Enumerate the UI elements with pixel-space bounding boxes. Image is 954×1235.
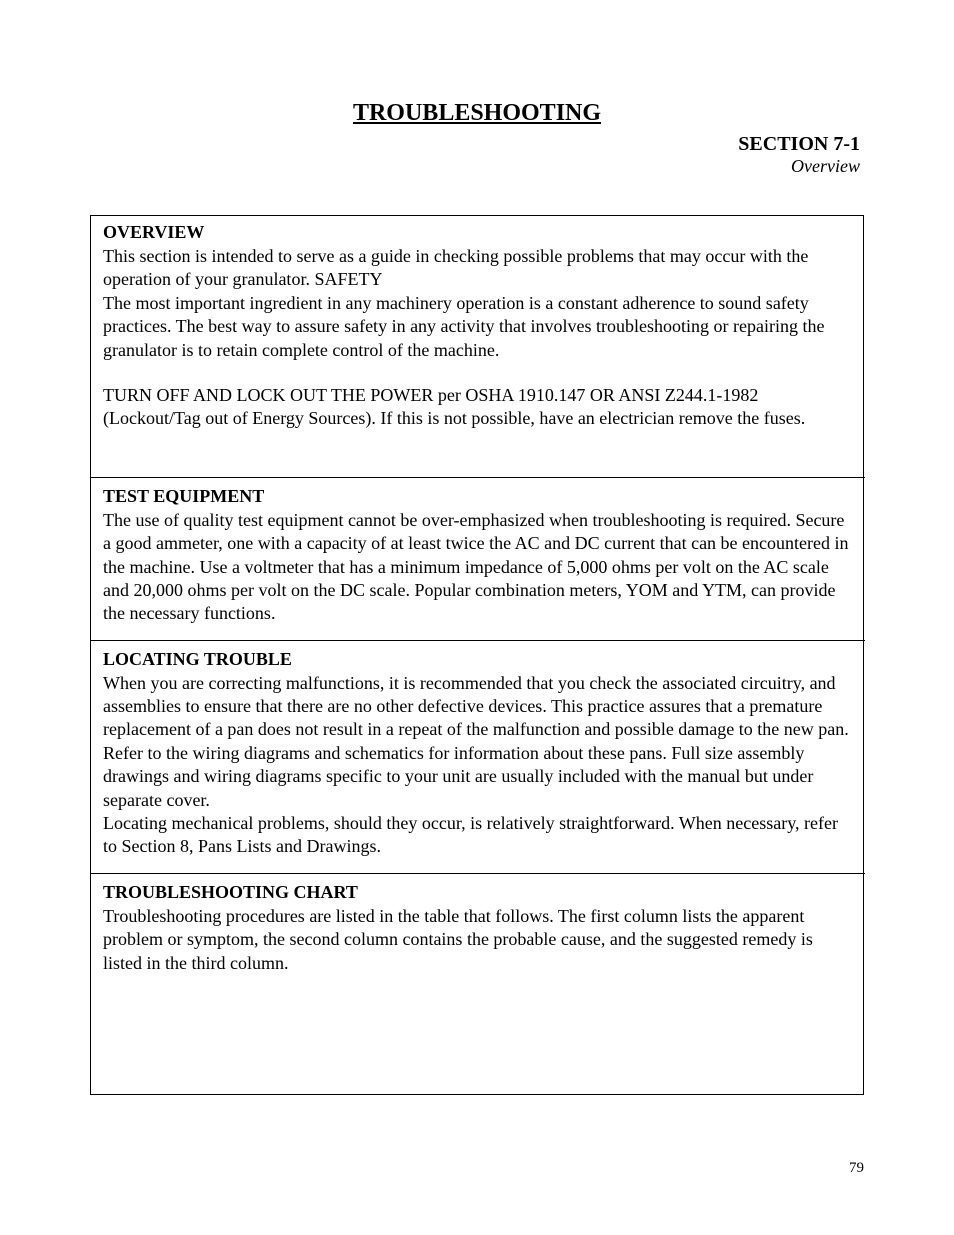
locating-trouble-paragraph-1: When you are correcting malfunctions, it… [103, 672, 853, 812]
test-equipment-paragraph-1: The use of quality test equipment cannot… [103, 509, 853, 626]
test-equipment-heading: TEST EQUIPMENT [103, 486, 853, 507]
section-number-label: SECTION 7-1 [90, 133, 860, 156]
section-divider [91, 873, 865, 874]
troubleshooting-chart-paragraph-1: Troubleshooting procedures are listed in… [103, 905, 853, 975]
page-number: 79 [849, 1160, 864, 1177]
locating-trouble-paragraph-2: Locating mechanical problems, should the… [103, 812, 853, 859]
document-page: TROUBLESHOOTING SECTION 7-1 Overview OVE… [0, 0, 954, 1235]
troubleshooting-chart-heading: TROUBLESHOOTING CHART [103, 882, 853, 903]
overview-heading: OVERVIEW [103, 222, 853, 243]
page-title: TROUBLESHOOTING [90, 100, 864, 127]
locating-trouble-heading: LOCATING TROUBLE [103, 649, 853, 670]
overview-paragraph-2: The most important ingredient in any mac… [103, 292, 853, 362]
section-divider [91, 477, 865, 478]
section-divider [91, 640, 865, 641]
overview-paragraph-3: TURN OFF AND LOCK OUT THE POWER per OSHA… [103, 384, 853, 431]
overview-paragraph-1: This section is intended to serve as a g… [103, 245, 853, 292]
section-subtitle: Overview [90, 156, 860, 177]
section-header: SECTION 7-1 Overview [90, 133, 864, 177]
content-box: OVERVIEW This section is intended to ser… [90, 215, 864, 1095]
